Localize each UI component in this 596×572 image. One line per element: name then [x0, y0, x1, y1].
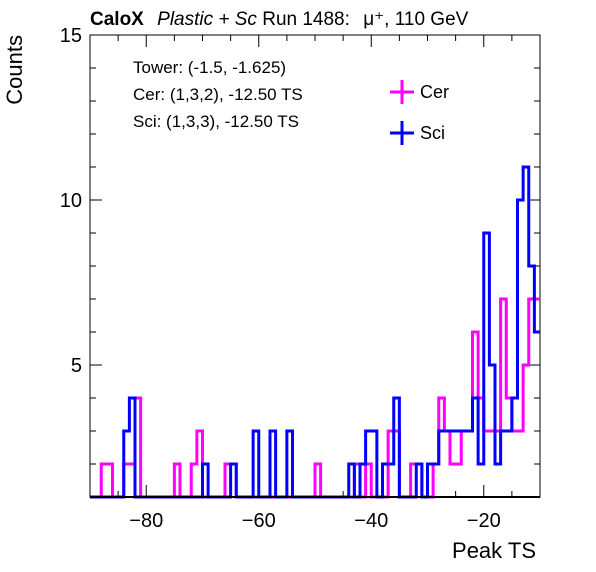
info-box: Tower: (-1.5, -1.625) Cer: (1,3,2), -12.…: [133, 58, 303, 131]
info-tower: Tower: (-1.5, -1.625): [133, 58, 286, 77]
legend-sci-label: Sci: [420, 123, 445, 143]
histogram-series: [90, 165, 540, 499]
title-particle: μ⁺, 110 GeV: [363, 9, 468, 30]
y-axis-title: Counts: [2, 35, 27, 105]
y-tick-label: 5: [71, 355, 82, 377]
x-axis-title: Peak TS: [452, 538, 536, 563]
x-tick-label: −60: [242, 510, 276, 532]
title-run: Run 1488:: [262, 9, 350, 30]
legend: Cer Sci: [390, 80, 449, 145]
title-material: Plastic + Sc: [157, 9, 257, 30]
x-tick-label: −80: [129, 510, 163, 532]
legend-cer-label: Cer: [420, 82, 449, 102]
info-cer: Cer: (1,3,2), -12.50 TS: [133, 85, 303, 104]
chart-title: CaloX Plastic + Sc Run 1488: μ⁺, 110 GeV: [90, 9, 469, 30]
info-sci: Sci: (1,3,3), -12.50 TS: [133, 112, 299, 131]
title-experiment: CaloX: [90, 9, 144, 30]
x-tick-label: −40: [354, 510, 388, 532]
y-tick-label: 15: [60, 25, 82, 47]
axis-tick-labels: −80 −60 −40 −20 5 10 15: [60, 25, 501, 532]
y-tick-label: 10: [60, 190, 82, 212]
x-tick-label: −20: [467, 510, 501, 532]
legend-item-sci: Sci: [390, 121, 445, 145]
legend-item-cer: Cer: [390, 80, 449, 104]
